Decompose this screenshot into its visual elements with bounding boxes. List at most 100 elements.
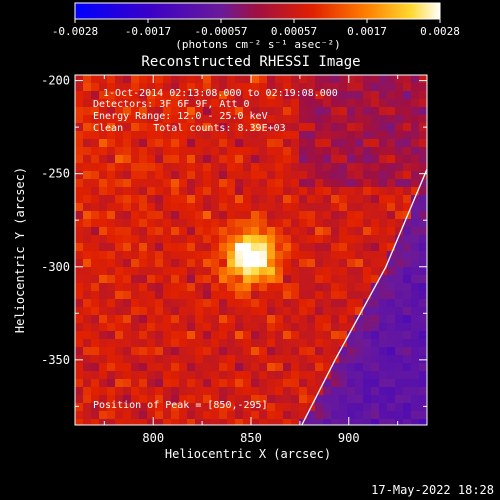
heatmap-cell bbox=[219, 283, 228, 292]
heatmap-cell bbox=[235, 267, 244, 276]
heatmap-cell bbox=[331, 323, 340, 332]
heatmap-cell bbox=[363, 315, 372, 324]
heatmap-cell bbox=[187, 107, 196, 116]
heatmap-cell bbox=[131, 171, 140, 180]
heatmap-cell bbox=[115, 75, 124, 84]
heatmap-cell bbox=[203, 219, 212, 228]
heatmap-cell bbox=[179, 315, 188, 324]
heatmap-cell bbox=[195, 243, 204, 252]
heatmap-cell bbox=[259, 331, 268, 340]
colorbar-tick-label: -0.0017 bbox=[125, 25, 171, 38]
heatmap-cell bbox=[179, 251, 188, 260]
heatmap-cell bbox=[155, 411, 164, 420]
heatmap-cell bbox=[251, 235, 260, 244]
heatmap-cell bbox=[355, 403, 364, 412]
heatmap-cell bbox=[331, 123, 340, 132]
heatmap-cell bbox=[275, 283, 284, 292]
heatmap-cell bbox=[283, 91, 292, 100]
heatmap-cell bbox=[139, 203, 148, 212]
heatmap-cell bbox=[131, 275, 140, 284]
heatmap-cell bbox=[347, 395, 356, 404]
heatmap-cell bbox=[259, 179, 268, 188]
heatmap-cell bbox=[83, 291, 92, 300]
heatmap-cell bbox=[115, 147, 124, 156]
heatmap-cell bbox=[187, 299, 196, 308]
heatmap-cell bbox=[347, 91, 356, 100]
heatmap-cell bbox=[283, 403, 292, 412]
heatmap-cell bbox=[331, 219, 340, 228]
heatmap-cell bbox=[339, 355, 348, 364]
heatmap-cell bbox=[147, 331, 156, 340]
heatmap-cell bbox=[387, 299, 396, 308]
heatmap-cell bbox=[243, 131, 252, 140]
heatmap-cell bbox=[363, 235, 372, 244]
heatmap-cell bbox=[203, 203, 212, 212]
heatmap-cell bbox=[363, 387, 372, 396]
heatmap-cell bbox=[379, 283, 388, 292]
heatmap-cell bbox=[91, 147, 100, 156]
heatmap-cell bbox=[99, 147, 108, 156]
heatmap-cell bbox=[283, 235, 292, 244]
heatmap-cell bbox=[315, 379, 324, 388]
heatmap-cell bbox=[363, 123, 372, 132]
heatmap-cell bbox=[395, 395, 404, 404]
heatmap-cell bbox=[331, 299, 340, 308]
heatmap-cell bbox=[211, 187, 220, 196]
heatmap-cell bbox=[75, 339, 84, 348]
heatmap-cell bbox=[275, 387, 284, 396]
heatmap-cell bbox=[267, 187, 276, 196]
heatmap-cell bbox=[251, 243, 260, 252]
heatmap-cell bbox=[195, 99, 204, 108]
heatmap-cell bbox=[259, 379, 268, 388]
heatmap-cell bbox=[187, 243, 196, 252]
heatmap-cell bbox=[163, 203, 172, 212]
heatmap-cell bbox=[179, 355, 188, 364]
heatmap-cell bbox=[91, 235, 100, 244]
heatmap-cell bbox=[315, 163, 324, 172]
heatmap-cell bbox=[131, 347, 140, 356]
heatmap-cell bbox=[283, 139, 292, 148]
heatmap-cell bbox=[203, 83, 212, 92]
heatmap-cell bbox=[75, 387, 84, 396]
heatmap-cell bbox=[131, 363, 140, 372]
heatmap-cell bbox=[219, 331, 228, 340]
heatmap-cell bbox=[187, 155, 196, 164]
heatmap-cell bbox=[411, 259, 420, 268]
heatmap-cell bbox=[291, 411, 300, 420]
heatmap-cell bbox=[107, 251, 116, 260]
heatmap-cell bbox=[283, 195, 292, 204]
heatmap-cell bbox=[299, 379, 308, 388]
heatmap-cell bbox=[419, 331, 427, 340]
heatmap-cell bbox=[267, 235, 276, 244]
heatmap-cell bbox=[171, 163, 180, 172]
heatmap-cell bbox=[147, 203, 156, 212]
heatmap-cell bbox=[379, 163, 388, 172]
heatmap-cell bbox=[371, 155, 380, 164]
heatmap-cell bbox=[243, 387, 252, 396]
heatmap-cell bbox=[163, 339, 172, 348]
heatmap-cell bbox=[419, 339, 427, 348]
heatmap-cell bbox=[371, 219, 380, 228]
heatmap-cell bbox=[123, 323, 132, 332]
heatmap-cell bbox=[243, 403, 252, 412]
heatmap-cell bbox=[395, 355, 404, 364]
heatmap-cell bbox=[171, 179, 180, 188]
heatmap-cell bbox=[315, 355, 324, 364]
heatmap-cell bbox=[307, 99, 316, 108]
heatmap-cell bbox=[179, 371, 188, 380]
heatmap-cell bbox=[243, 243, 252, 252]
heatmap-cell bbox=[363, 411, 372, 420]
heatmap-cell bbox=[163, 299, 172, 308]
heatmap-cell bbox=[411, 203, 420, 212]
heatmap-cell bbox=[395, 115, 404, 124]
heatmap-cell bbox=[203, 123, 212, 132]
heatmap-cell bbox=[139, 75, 148, 84]
heatmap-cell bbox=[355, 75, 364, 84]
heatmap-cell bbox=[107, 123, 116, 132]
heatmap-cell bbox=[139, 307, 148, 316]
heatmap-cell bbox=[251, 107, 260, 116]
heatmap-cell bbox=[355, 139, 364, 148]
heatmap-cell bbox=[139, 91, 148, 100]
heatmap-cell bbox=[139, 355, 148, 364]
heatmap-cell bbox=[155, 75, 164, 84]
